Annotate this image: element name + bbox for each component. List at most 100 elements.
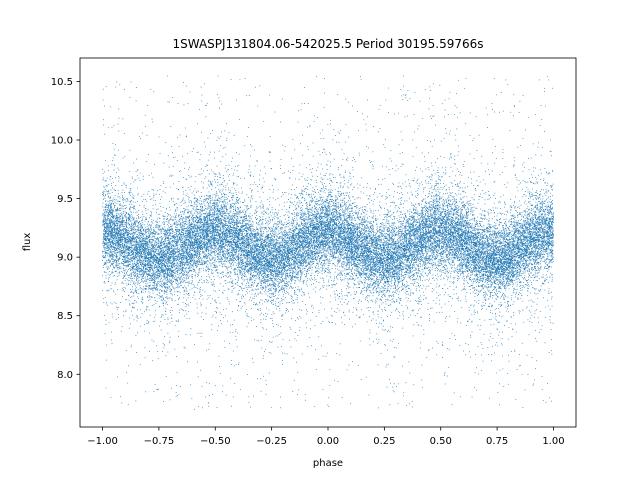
data-point	[249, 291, 250, 293]
data-point	[300, 256, 302, 258]
data-point	[523, 194, 525, 196]
data-point	[214, 217, 215, 218]
data-point	[499, 269, 500, 271]
data-point	[306, 309, 307, 310]
data-point	[438, 206, 440, 208]
data-point	[194, 238, 196, 239]
data-point	[252, 362, 254, 363]
data-point	[293, 230, 295, 232]
data-point	[537, 235, 539, 237]
data-point	[206, 219, 208, 221]
data-point	[182, 211, 183, 213]
data-point	[368, 247, 370, 249]
data-point	[550, 241, 552, 243]
data-point	[200, 227, 202, 229]
data-point	[211, 214, 213, 216]
data-point	[189, 219, 190, 220]
data-point	[407, 100, 409, 101]
data-point	[324, 246, 326, 248]
data-point	[256, 258, 258, 260]
data-point	[216, 251, 217, 252]
data-point	[474, 242, 476, 244]
data-point	[538, 243, 539, 245]
data-point	[461, 256, 462, 257]
data-point	[146, 307, 148, 309]
data-point	[552, 169, 554, 171]
data-point	[372, 271, 374, 273]
data-point	[414, 259, 416, 260]
data-point	[443, 244, 445, 245]
data-point	[250, 262, 251, 264]
data-point	[299, 260, 301, 262]
data-point	[205, 176, 207, 178]
data-point	[501, 283, 503, 284]
data-point	[189, 248, 191, 250]
data-point	[224, 234, 225, 236]
data-point	[535, 360, 537, 362]
data-point	[175, 260, 177, 262]
data-point	[217, 307, 218, 309]
data-point	[404, 240, 406, 241]
data-point	[306, 259, 308, 261]
data-point	[524, 259, 526, 261]
data-point	[272, 276, 274, 278]
data-point	[187, 239, 189, 241]
data-point	[187, 103, 189, 105]
data-point	[400, 224, 402, 226]
data-point	[315, 226, 317, 227]
data-point	[365, 248, 367, 250]
data-point	[123, 229, 125, 230]
data-point	[122, 282, 124, 284]
data-point	[306, 204, 308, 206]
data-point	[301, 265, 302, 267]
data-point	[283, 232, 285, 234]
data-point	[197, 262, 199, 264]
data-point	[239, 269, 241, 271]
data-point	[243, 248, 245, 250]
data-point	[456, 223, 457, 225]
data-point	[343, 230, 345, 231]
data-point	[543, 242, 545, 243]
data-point	[294, 231, 296, 233]
data-point	[301, 263, 303, 265]
data-point	[371, 299, 373, 301]
data-point	[373, 256, 374, 257]
data-point	[102, 206, 104, 208]
data-point	[443, 245, 444, 247]
data-point	[332, 256, 334, 258]
data-point	[163, 259, 165, 261]
data-point	[165, 303, 167, 305]
data-point	[326, 228, 328, 230]
data-point	[189, 216, 191, 217]
data-point	[553, 213, 554, 215]
data-point	[222, 285, 224, 287]
data-point	[536, 237, 537, 238]
data-point	[334, 244, 336, 246]
data-point	[109, 208, 110, 210]
data-point	[284, 286, 286, 288]
data-point	[494, 273, 495, 275]
data-point	[416, 264, 418, 266]
data-point	[172, 258, 173, 260]
data-point	[323, 212, 325, 214]
data-point	[283, 287, 285, 289]
data-point	[395, 266, 397, 268]
data-point	[408, 232, 410, 234]
data-point	[329, 224, 331, 226]
data-point	[320, 267, 322, 268]
data-point	[468, 231, 470, 233]
data-point	[146, 244, 148, 246]
data-point	[313, 224, 314, 226]
data-point	[388, 244, 390, 245]
data-point	[528, 253, 529, 255]
data-point	[339, 225, 341, 227]
data-point	[396, 234, 397, 236]
data-point	[273, 189, 274, 191]
data-point	[124, 220, 125, 222]
data-point	[217, 222, 219, 224]
data-point	[164, 239, 166, 241]
data-point	[209, 218, 210, 220]
data-point	[387, 284, 389, 285]
data-point	[198, 243, 200, 245]
data-point	[435, 201, 437, 202]
